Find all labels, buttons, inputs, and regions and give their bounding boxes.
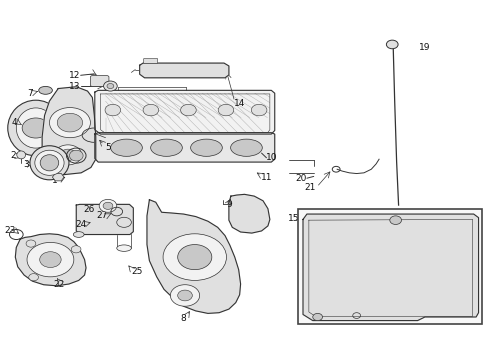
Circle shape xyxy=(218,104,233,116)
Polygon shape xyxy=(95,90,274,134)
Text: 14: 14 xyxy=(233,99,245,108)
Circle shape xyxy=(99,199,117,212)
Ellipse shape xyxy=(117,245,131,251)
Text: 15: 15 xyxy=(287,214,298,223)
Ellipse shape xyxy=(39,86,52,94)
Text: 16: 16 xyxy=(310,302,322,311)
Circle shape xyxy=(107,84,114,89)
Circle shape xyxy=(49,108,90,138)
Ellipse shape xyxy=(230,139,262,156)
Text: 4: 4 xyxy=(12,118,17,127)
Ellipse shape xyxy=(40,155,59,171)
Polygon shape xyxy=(15,234,86,286)
Text: 26: 26 xyxy=(83,205,95,214)
Ellipse shape xyxy=(73,231,84,237)
Circle shape xyxy=(312,314,322,320)
Polygon shape xyxy=(228,194,269,233)
Text: 12: 12 xyxy=(69,71,81,80)
Text: 23: 23 xyxy=(5,226,16,235)
Ellipse shape xyxy=(30,146,69,180)
Text: 11: 11 xyxy=(260,173,272,182)
Text: 3: 3 xyxy=(23,161,29,170)
Text: 13: 13 xyxy=(69,82,81,91)
Circle shape xyxy=(389,216,401,225)
Text: 18: 18 xyxy=(358,238,369,247)
Circle shape xyxy=(143,104,158,116)
Text: 9: 9 xyxy=(225,200,231,209)
Text: 6: 6 xyxy=(50,150,56,159)
Text: 27: 27 xyxy=(96,211,107,220)
Polygon shape xyxy=(147,200,240,314)
Ellipse shape xyxy=(35,150,64,175)
Circle shape xyxy=(60,149,76,161)
Text: 21: 21 xyxy=(304,183,315,192)
Text: 2: 2 xyxy=(11,151,16,160)
Circle shape xyxy=(386,40,397,49)
Text: 10: 10 xyxy=(265,153,277,162)
Circle shape xyxy=(170,285,199,306)
Circle shape xyxy=(40,252,61,267)
Circle shape xyxy=(29,274,39,281)
Circle shape xyxy=(54,145,81,165)
Text: 24: 24 xyxy=(75,220,86,229)
Text: 20: 20 xyxy=(294,174,305,183)
FancyBboxPatch shape xyxy=(90,76,109,86)
Ellipse shape xyxy=(16,108,55,148)
Ellipse shape xyxy=(190,139,222,156)
Text: 17: 17 xyxy=(355,305,366,314)
Circle shape xyxy=(177,244,211,270)
Circle shape xyxy=(163,234,226,280)
Ellipse shape xyxy=(150,139,182,156)
Polygon shape xyxy=(42,87,96,175)
Circle shape xyxy=(71,246,81,253)
Ellipse shape xyxy=(8,100,64,156)
Circle shape xyxy=(26,240,36,247)
Circle shape xyxy=(251,104,266,116)
Bar xyxy=(298,210,482,324)
Circle shape xyxy=(22,118,49,138)
Ellipse shape xyxy=(69,150,83,161)
Circle shape xyxy=(105,104,121,116)
Text: 8: 8 xyxy=(180,314,186,323)
Text: 25: 25 xyxy=(131,267,142,276)
Ellipse shape xyxy=(17,151,25,159)
Circle shape xyxy=(57,113,82,132)
Text: 19: 19 xyxy=(418,43,430,52)
Text: 22: 22 xyxy=(54,280,65,289)
Polygon shape xyxy=(140,63,228,78)
Polygon shape xyxy=(76,204,133,234)
Circle shape xyxy=(103,202,113,210)
Text: 5: 5 xyxy=(105,143,111,152)
Ellipse shape xyxy=(117,217,131,227)
FancyBboxPatch shape xyxy=(143,58,158,63)
Circle shape xyxy=(177,290,192,301)
Ellipse shape xyxy=(110,139,142,156)
Polygon shape xyxy=(303,214,478,320)
Circle shape xyxy=(27,242,74,277)
Text: 7: 7 xyxy=(27,89,33,98)
Polygon shape xyxy=(52,174,64,181)
Circle shape xyxy=(103,81,117,91)
Text: 1: 1 xyxy=(51,176,57,185)
Polygon shape xyxy=(95,133,274,162)
Circle shape xyxy=(180,104,196,116)
